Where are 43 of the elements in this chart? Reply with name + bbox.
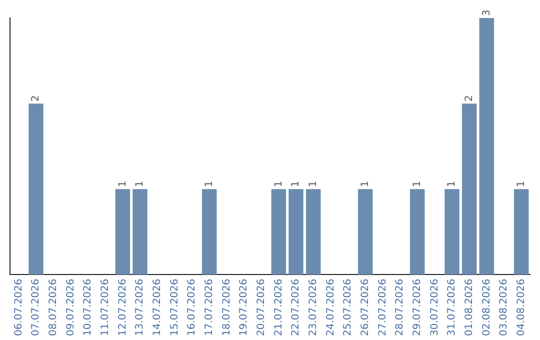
data-label: 3 [481,10,492,16]
x-tick-label: 25.07.2026 [342,278,354,336]
data-label: 2 [464,95,475,102]
x-tick-label: 20.07.2026 [256,278,267,336]
data-label: 1 [290,180,302,188]
x-tick-label: 04.08.2026 [516,278,527,336]
data-label: 1 [308,180,319,188]
x-tick-label: 24.07.2026 [325,278,336,336]
data-label: 2 [30,95,42,102]
x-tick-label: 21.07.2026 [273,278,284,336]
x-tick-label: 31.07.2026 [446,278,458,336]
x-tick-label: 15.07.2026 [169,278,180,336]
x-tick-label: 02.08.2026 [481,278,492,336]
data-label: 1 [273,180,284,188]
x-tick-label: 27.07.2026 [377,278,388,336]
data-label: 1 [117,180,128,188]
x-tick-label: 30.07.2026 [429,278,440,336]
x-tick-label: 06.07.2026 [13,278,24,336]
x-tick-label: 14.07.2026 [152,278,163,336]
x-tick-label: 03.08.2026 [498,278,510,336]
x-tick-label: 11.07.2026 [100,278,111,336]
data-label: 1 [446,180,458,188]
x-tick-label: 26.07.2026 [360,278,371,336]
x-tick-label: 16.07.2026 [186,278,198,336]
x-tick-label: 10.07.2026 [82,278,94,336]
data-label: 1 [412,180,423,188]
data-label: 1 [360,180,371,188]
x-tick-label: 19.07.2026 [238,278,250,336]
x-tick-label: 01.08.2026 [464,278,475,336]
x-tick-label: 09.07.2026 [65,278,76,336]
data-label: 1 [134,180,146,188]
x-tick-label: 12.07.2026 [117,278,128,336]
x-tick-label: 23.07.2026 [308,278,319,336]
x-tick-label: 28.07.2026 [394,278,406,336]
x-tick-label: 17.07.2026 [204,278,215,336]
x-tick-label: 22.07.2026 [290,278,302,336]
x-tick-label: 07.07.2026 [30,278,42,336]
x-tick-label: 08.07.2026 [48,278,59,336]
data-label: 1 [204,180,215,188]
x-tick-label: 13.07.2026 [134,278,146,336]
data-label: 1 [516,180,527,188]
x-tick-label: 29.07.2026 [412,278,423,336]
x-tick-label: 18.07.2026 [221,278,232,336]
